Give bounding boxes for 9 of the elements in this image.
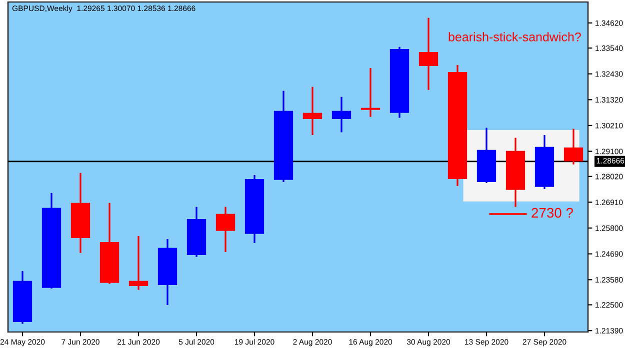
candlestick — [302, 86, 322, 136]
candlestick — [564, 128, 584, 166]
candlestick — [332, 96, 352, 134]
annotation: 2730 ? — [532, 208, 573, 218]
annotation: bearish-stick-sandwich? — [448, 32, 581, 42]
candlestick — [216, 206, 236, 253]
candlestick — [418, 16, 438, 91]
candlestick — [360, 67, 380, 118]
candlestick — [128, 235, 148, 291]
